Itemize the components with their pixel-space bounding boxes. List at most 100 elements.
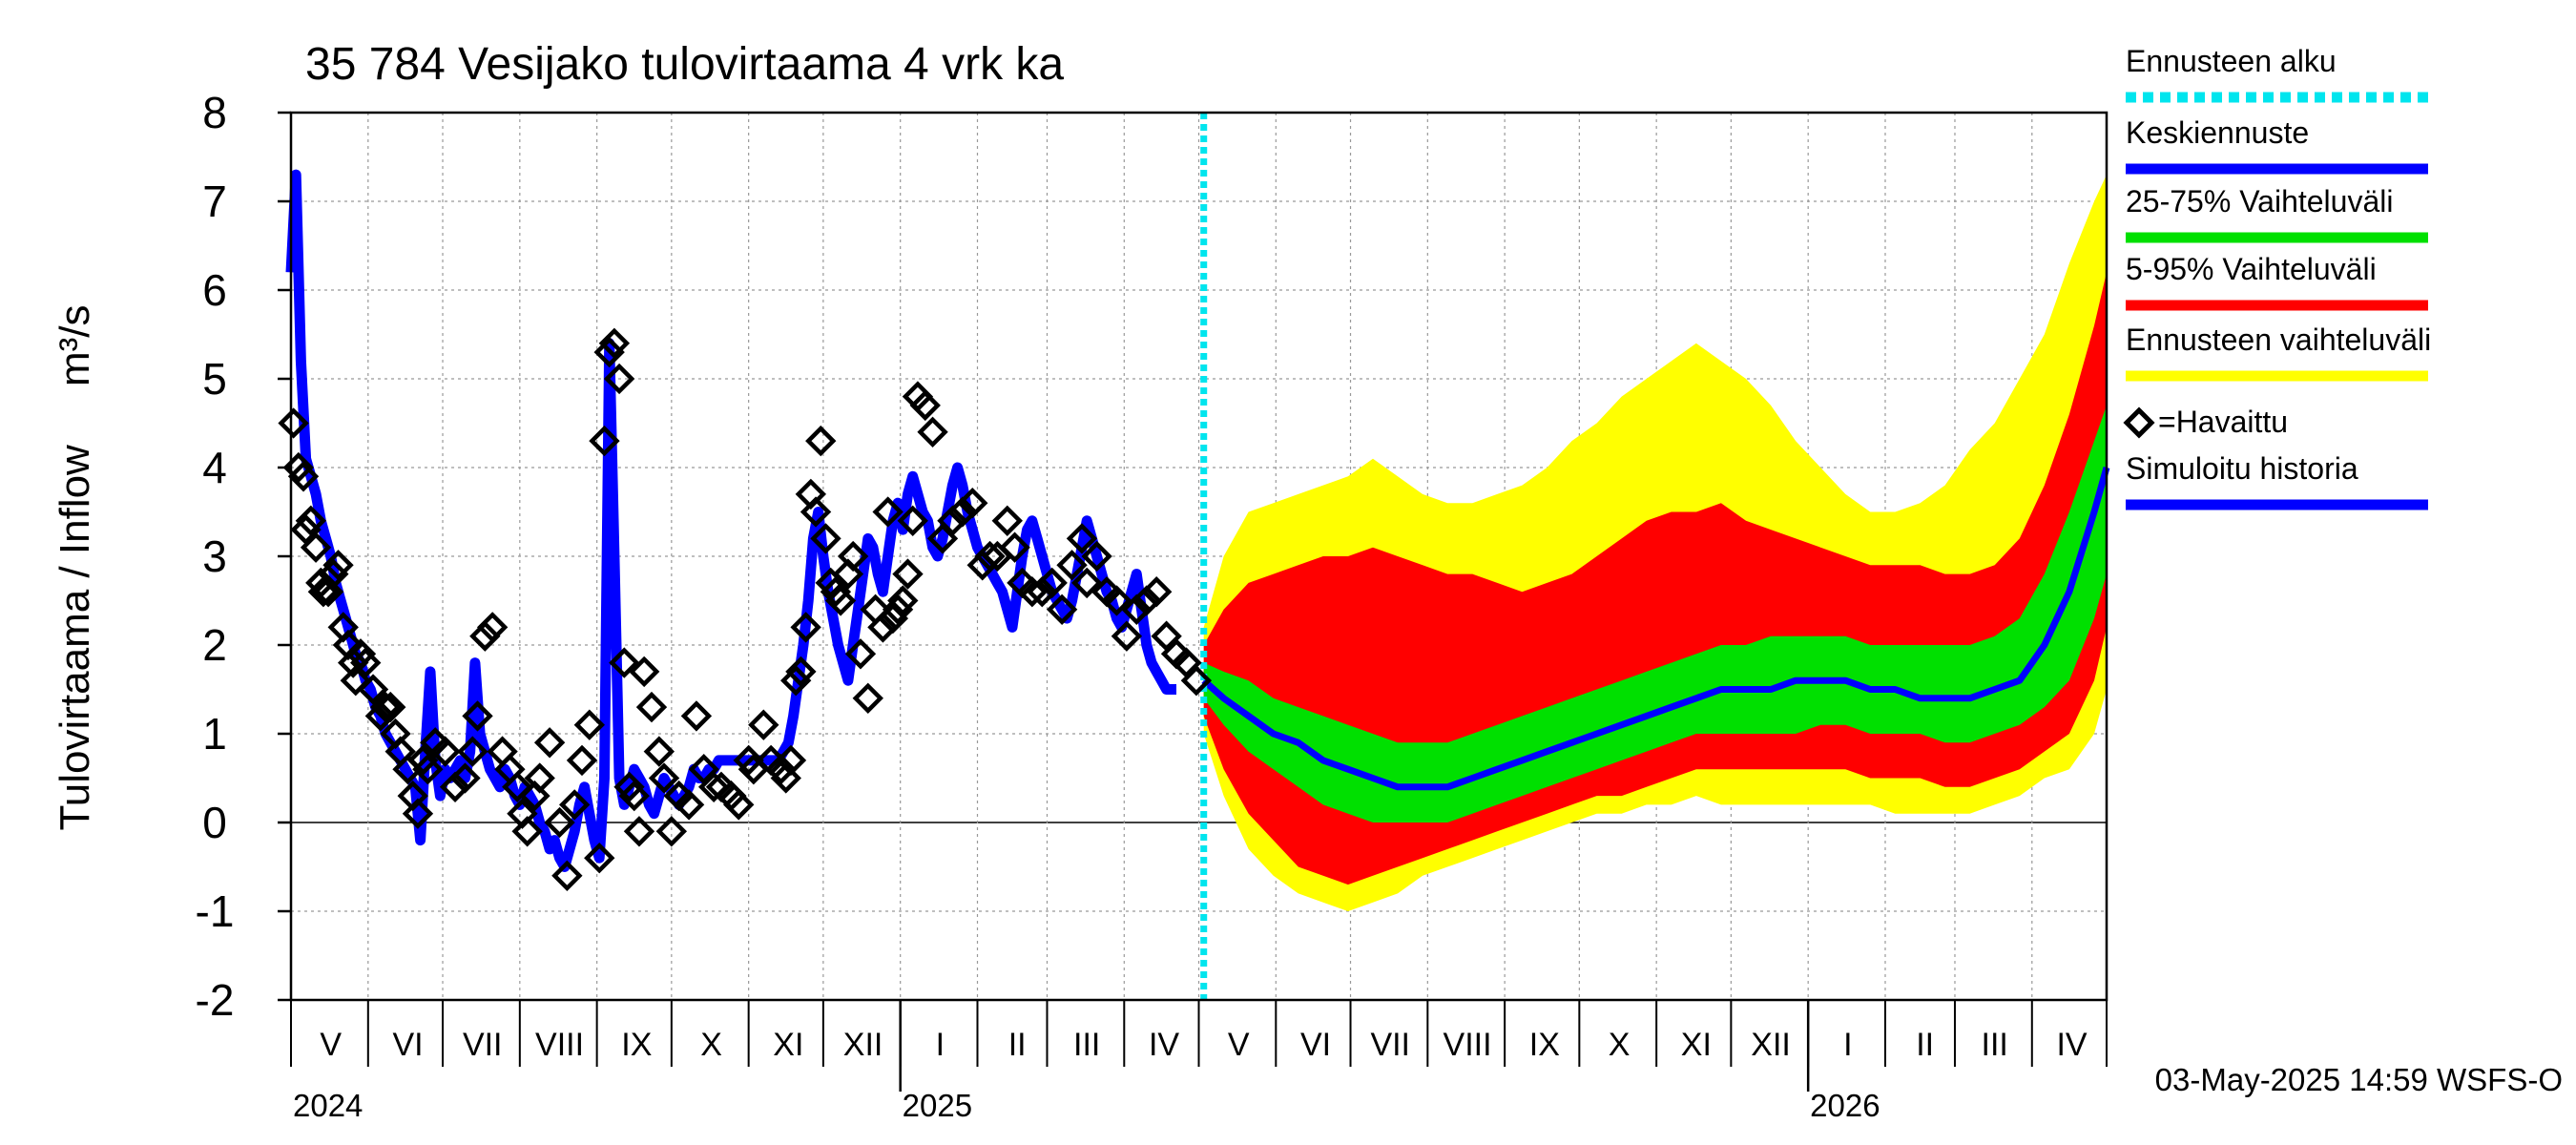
x-month-label: X — [700, 1027, 722, 1063]
x-month-label: XII — [1751, 1027, 1791, 1063]
observed-point — [872, 496, 904, 528]
observed-point — [837, 540, 869, 572]
y-tick-label: -1 — [196, 886, 235, 936]
x-month-label: VI — [392, 1027, 423, 1063]
observed-point — [603, 363, 635, 395]
observed-point — [790, 612, 821, 643]
y-tick-label: 4 — [202, 443, 227, 492]
observed-point — [439, 771, 471, 802]
observed-point — [406, 744, 439, 777]
observed-point — [593, 336, 625, 368]
observed-point — [957, 488, 988, 519]
y-tick-label: 3 — [202, 531, 227, 581]
observed-point — [533, 727, 566, 759]
observed-point — [1180, 665, 1213, 697]
legend-label: Keskiennuste — [2126, 115, 2309, 150]
observed-point — [519, 780, 551, 812]
observed-point — [909, 389, 941, 422]
observed-point — [1036, 567, 1068, 599]
observed-point — [673, 789, 705, 821]
observed-point — [999, 531, 1030, 563]
observed-point — [318, 558, 349, 590]
x-month-label: X — [1609, 1027, 1631, 1063]
observed-point — [295, 505, 327, 536]
median-forecast-line — [1201, 467, 2110, 791]
observed-point — [584, 843, 615, 874]
observed-point — [917, 416, 948, 448]
observed-point — [344, 638, 377, 670]
observed-point — [609, 647, 640, 678]
observed-point — [1046, 593, 1078, 625]
observed-point — [457, 736, 488, 767]
observed-point — [589, 425, 620, 457]
y-axis-label: Tulovirtaama / Inflow m³/s — [52, 305, 98, 831]
observed-point — [785, 656, 817, 688]
observed-point — [765, 754, 797, 785]
footer-timestamp: 03-May-2025 14:59 WSFS-O — [2155, 1062, 2563, 1097]
legend-label: Ennusteen vaihteluväli — [2126, 323, 2431, 357]
observed-point — [1111, 620, 1143, 652]
observed-point — [1101, 585, 1132, 616]
observed-point — [1081, 540, 1112, 572]
observed-point — [824, 585, 857, 616]
x-month-label: II — [1008, 1027, 1027, 1063]
observed-point — [469, 620, 501, 652]
observed-point — [312, 576, 344, 608]
observed-point — [697, 771, 730, 802]
observed-point — [1016, 576, 1049, 608]
x-year-label: 2024 — [293, 1088, 363, 1123]
x-month-label: VI — [1300, 1027, 1331, 1063]
observed-point — [867, 612, 899, 643]
chart-title: 35 784 Vesijako tulovirtaama 4 vrk ka — [305, 39, 1064, 90]
observed-point — [628, 656, 660, 688]
x-month-label: IX — [1529, 1027, 1560, 1063]
observed-point — [558, 789, 591, 821]
observed-point — [566, 744, 598, 777]
observed-point — [573, 709, 606, 740]
x-month-label: XI — [1681, 1027, 1712, 1063]
observed-point — [357, 674, 389, 705]
observed-point — [974, 540, 1006, 572]
observed-point — [449, 762, 481, 794]
observed-point — [613, 771, 645, 802]
x-month-label: IV — [1149, 1027, 1179, 1063]
observed-point — [775, 744, 807, 777]
legend-label: 5-95% Vaihteluväli — [2126, 252, 2377, 286]
y-tick-label: 8 — [202, 88, 227, 137]
observed-point — [1071, 567, 1103, 599]
observed-point — [375, 691, 406, 723]
y-tick-label: 6 — [202, 265, 227, 315]
observed-point — [800, 496, 832, 528]
x-month-label: I — [1843, 1027, 1852, 1063]
observed-point — [892, 558, 924, 590]
observed-point — [937, 505, 968, 536]
y-tick-label: 0 — [202, 798, 227, 847]
y-tick-label: -2 — [196, 975, 235, 1025]
observed-point — [733, 744, 764, 777]
observed-point — [844, 638, 877, 670]
observed-point — [412, 754, 444, 785]
legend-label: Ennusteen alku — [2126, 44, 2337, 78]
observed-point — [723, 789, 755, 821]
observed-point — [618, 780, 650, 812]
observed-point — [364, 700, 397, 732]
legend-diamond-icon — [2123, 406, 2155, 439]
observed-point — [278, 407, 309, 439]
x-month-label: VIII — [535, 1027, 584, 1063]
observed-point — [1027, 576, 1058, 608]
observed-point — [991, 505, 1023, 536]
x-month-label: VIII — [1444, 1027, 1492, 1063]
observed-point — [350, 647, 382, 678]
observed-point — [402, 798, 434, 829]
x-month-label: V — [1228, 1027, 1250, 1063]
observed-point — [462, 700, 493, 732]
y-tick-label: 5 — [202, 354, 227, 404]
x-month-label: III — [1073, 1027, 1100, 1063]
observed-point — [1056, 550, 1088, 581]
x-month-label: VII — [1370, 1027, 1410, 1063]
observed-point — [544, 806, 575, 839]
observed-point — [832, 558, 864, 590]
observed-point — [1066, 523, 1098, 554]
